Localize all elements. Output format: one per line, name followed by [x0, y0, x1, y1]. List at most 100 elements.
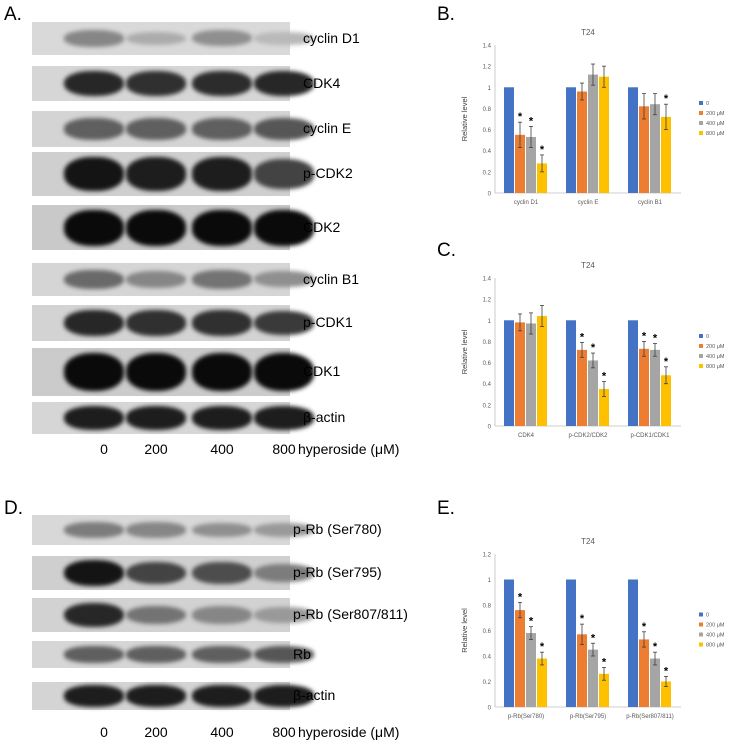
blot-strip [32, 152, 314, 196]
y-tick-label: 0.6 [483, 629, 492, 635]
legend-label: 800 μM [706, 643, 725, 649]
bar [599, 389, 609, 426]
y-tick-label: 0.2 [483, 680, 492, 686]
bar [515, 322, 525, 426]
y-tick-label: 0 [488, 706, 492, 712]
blot-strip [32, 641, 314, 668]
bar [588, 360, 598, 426]
y-tick-label: 0.6 [483, 128, 492, 134]
blot-band [64, 685, 124, 707]
y-tick-label: 0.2 [483, 403, 492, 409]
category-label: p-CDK1/CDK1 [630, 433, 670, 439]
y-tick-label: 0.6 [483, 361, 492, 367]
y-tick-label: 0.4 [483, 655, 492, 661]
bar [526, 136, 536, 193]
panel-letter-b: B. [437, 4, 455, 25]
blot-band [254, 523, 314, 537]
bar [650, 349, 660, 426]
category-label: p-Rb(Ser807/811) [626, 714, 674, 720]
chart-title: T24 [581, 261, 595, 270]
legend-label: 200 μM [706, 344, 725, 350]
category-label: CDK4 [518, 433, 535, 439]
lane-label: 200 [144, 724, 168, 740]
bar [526, 323, 536, 426]
blot-strip [32, 305, 314, 341]
bar [628, 320, 638, 426]
bar-chart-c: T24 0 0.2 0.4 0.6 0.8 1 1.2 1.4 Relative level CDK… [460, 261, 725, 439]
blot-row-label: CDK1 [303, 363, 341, 379]
blot-band [254, 271, 314, 288]
blot-band [192, 30, 252, 47]
y-tick-label: 0.4 [483, 382, 492, 388]
blot-strip [32, 556, 314, 590]
legend-label: 200 μM [706, 111, 725, 117]
lane-label: 800 [272, 441, 296, 457]
bar [577, 634, 587, 707]
blot-band [64, 209, 124, 246]
significance-star: * [642, 621, 647, 633]
blot-row-label: p-Rb (Ser807/811) [293, 606, 408, 622]
significance-star: * [580, 331, 585, 343]
bar [537, 316, 547, 426]
bar [588, 649, 598, 707]
blot-band [64, 352, 124, 392]
blot-band [126, 209, 186, 246]
lane-label: 0 [100, 724, 108, 740]
y-tick-label: 1 [488, 86, 492, 92]
legend-swatch [699, 131, 703, 135]
bar [650, 658, 660, 707]
significance-star: * [540, 144, 545, 156]
blot-band [126, 71, 186, 96]
blot-row-label: p-CDK2 [303, 165, 353, 181]
bar [566, 320, 576, 426]
bar [639, 106, 649, 193]
legend-swatch [699, 121, 703, 125]
panel-letter-e: E. [437, 498, 455, 519]
panel-letter-a: A. [4, 4, 22, 25]
lane-label: 200 [144, 441, 168, 457]
blot-band [192, 606, 252, 624]
blot-band [126, 118, 186, 140]
blot-strip [32, 22, 314, 55]
blot-row-label: β-actin [293, 687, 336, 703]
y-tick-label: 0.8 [483, 107, 492, 113]
significance-star: * [664, 665, 669, 677]
y-tick-label: 0 [488, 192, 492, 198]
blot-band [126, 685, 186, 707]
blot-band [192, 118, 252, 140]
legend-swatch [699, 364, 703, 368]
blot-row-label: p-Rb (Ser795) [293, 564, 382, 580]
y-axis-label: Relative level [460, 96, 469, 141]
blot-band [192, 310, 252, 336]
blot-strip [32, 598, 314, 632]
blot-band [254, 563, 314, 582]
bar [588, 74, 598, 193]
blot-band [64, 270, 124, 289]
blot-band [192, 70, 252, 97]
blot-band [126, 646, 186, 663]
blot-band [254, 685, 314, 707]
bar [566, 579, 576, 707]
blot-band [126, 31, 186, 46]
blot-strip [32, 205, 314, 250]
legend-swatch [699, 622, 703, 627]
blot-strip [32, 66, 314, 101]
legend-swatch [699, 334, 703, 338]
blot-row-label: cyclin D1 [303, 29, 360, 46]
y-tick-label: 0.8 [483, 340, 492, 346]
blot-band [126, 605, 186, 625]
y-axis-label: Relative level [460, 329, 469, 374]
blot-strip [32, 682, 314, 710]
legend-swatch [699, 612, 703, 617]
blot-band [254, 209, 314, 246]
bar [661, 375, 671, 426]
bar [515, 134, 525, 193]
legend-swatch [699, 354, 703, 358]
bar [628, 579, 638, 707]
legend-swatch [699, 101, 703, 105]
significance-star: * [529, 115, 534, 127]
y-tick-label: 1.4 [483, 277, 492, 283]
blot-band [192, 157, 252, 191]
blot-row-label: β-actin [303, 409, 346, 425]
significance-star: * [540, 641, 545, 653]
